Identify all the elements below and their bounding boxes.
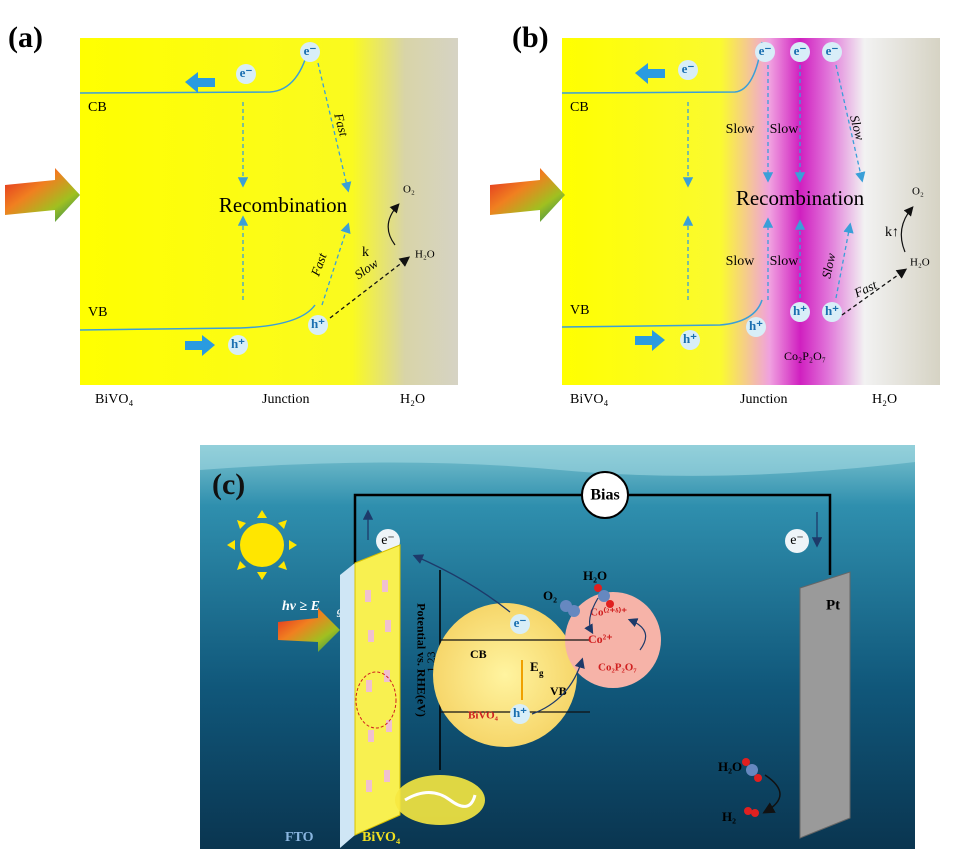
h2o-label: H₂O [583, 568, 607, 583]
light-arrow [5, 168, 80, 222]
electron-label: e⁻ [794, 43, 807, 58]
fto-label: FTO [285, 830, 314, 845]
o2-label: O₂ [543, 588, 557, 603]
region-label: Junction [262, 392, 309, 407]
panel-c: (c) Bias e⁻ e⁻ hν ≥ E g Potential vs. RH… [200, 445, 915, 849]
bandgap-label: E [530, 659, 539, 674]
figure: (a) CB VB e⁻ e⁻ h⁺ h⁺ Recombination Fast… [0, 0, 953, 849]
electron-label: e⁻ [682, 61, 695, 76]
fto-layer [340, 563, 355, 848]
region-label: H₂O [400, 392, 425, 407]
bivo4-layer [355, 545, 400, 835]
rate-label: k↑ [885, 225, 899, 240]
slow-label: Slow [770, 254, 800, 269]
recombination: Recombination [736, 186, 865, 210]
h2o: H₂O [415, 249, 435, 261]
cocatalyst-label: Co₂P₂O₇ [784, 349, 826, 363]
h2o-label: H₂O [718, 759, 742, 774]
pt-electrode [800, 572, 850, 838]
hole-label: h⁺ [513, 705, 527, 720]
bias-label: Bias [590, 487, 619, 504]
h2o: H₂O [910, 257, 930, 269]
cb-label: CB [570, 100, 589, 115]
electron-label: e⁻ [759, 43, 772, 58]
panel-b: (b) CB VB e⁻ e⁻ e⁻ e⁻ h⁺ h⁺ h⁺ h⁺ Recomb… [490, 21, 940, 407]
bandgap-sub: g [539, 668, 544, 678]
electron-label: e⁻ [240, 65, 253, 80]
co-low-label: Co²⁺ [588, 632, 613, 646]
hole-label: h⁺ [683, 331, 697, 346]
panel-label: (b) [512, 21, 549, 54]
zoom-view [395, 775, 485, 825]
recombination: Recombination [219, 193, 348, 217]
bivo4-label: BiVO₄ [468, 710, 499, 722]
electron-label: e⁻ [790, 533, 804, 548]
panel-label: (a) [8, 21, 43, 54]
h2-label: H₂ [722, 809, 736, 824]
slow-label: Slow [770, 122, 800, 137]
slow-label: Slow [726, 122, 756, 137]
hole-label: h⁺ [311, 316, 325, 331]
electron-label: e⁻ [304, 43, 317, 58]
hole-label: h⁺ [825, 303, 839, 318]
vb-label: VB [88, 305, 107, 320]
electron-label: e⁻ [381, 533, 395, 548]
panel-a: (a) CB VB e⁻ e⁻ h⁺ h⁺ Recombination Fast… [5, 21, 458, 407]
cb-label: CB [88, 100, 107, 115]
region-label: H₂O [872, 392, 897, 407]
region-label: BiVO₄ [95, 392, 133, 407]
vb-label: VB [570, 303, 589, 318]
photon-label: hν ≥ E [282, 599, 320, 614]
bivo4-particle [433, 603, 577, 747]
electron-label: e⁻ [826, 43, 839, 58]
co-high-label: Co⁽²⁺ᵟ⁾⁺ [590, 607, 627, 619]
pt-label: Pt [826, 597, 840, 613]
o2: O₂ [403, 184, 415, 196]
bivo4-label: BiVO₄ [362, 830, 401, 845]
hole-label: h⁺ [231, 336, 245, 351]
electron-label: e⁻ [514, 615, 527, 630]
o2: O₂ [912, 186, 924, 198]
cocatalyst-label: Co₂P₂O₇ [598, 662, 637, 674]
rate-label: k [362, 245, 369, 260]
region-label: BiVO₄ [570, 392, 608, 407]
region-label: Junction [740, 392, 787, 407]
cb-label: CB [470, 647, 487, 661]
slow-label: Slow [726, 254, 756, 269]
vb-label: VB [550, 684, 567, 698]
panel-label: (c) [212, 468, 245, 501]
hole-label: h⁺ [749, 318, 763, 333]
hole-label: h⁺ [793, 303, 807, 318]
light-arrow [490, 168, 565, 222]
